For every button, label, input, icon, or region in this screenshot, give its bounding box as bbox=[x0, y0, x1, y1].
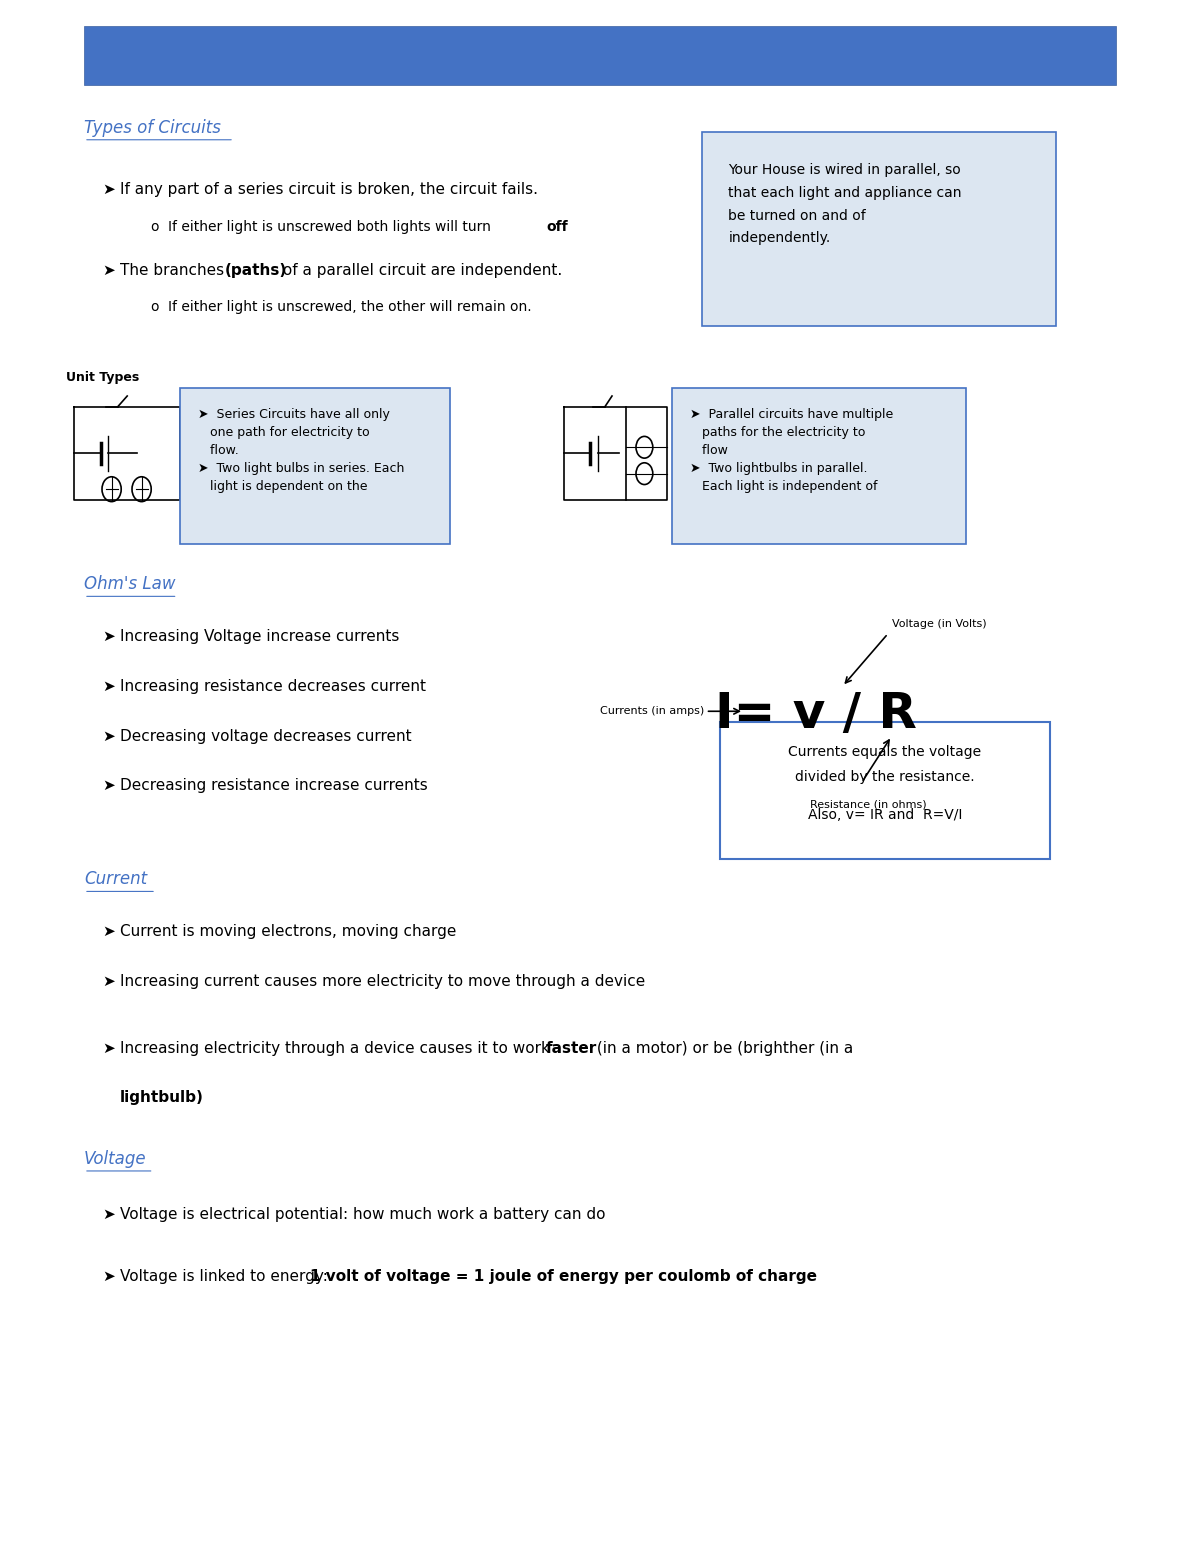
Text: ➤: ➤ bbox=[102, 182, 115, 197]
Text: ➤: ➤ bbox=[102, 679, 115, 694]
Text: If any part of a series circuit is broken, the circuit fails.: If any part of a series circuit is broke… bbox=[120, 182, 538, 197]
FancyBboxPatch shape bbox=[720, 722, 1050, 859]
Text: ➤: ➤ bbox=[102, 728, 115, 744]
FancyBboxPatch shape bbox=[180, 388, 450, 544]
FancyBboxPatch shape bbox=[702, 132, 1056, 326]
Text: o: o bbox=[150, 219, 158, 235]
Text: (in a motor) or be (brighther (in a: (in a motor) or be (brighther (in a bbox=[592, 1041, 853, 1056]
Text: Unit Types: Unit Types bbox=[66, 371, 139, 384]
Text: 1 volt of voltage = 1 joule of energy per coulomb of charge: 1 volt of voltage = 1 joule of energy pe… bbox=[310, 1269, 817, 1284]
Text: Your House is wired in parallel, so
that each light and appliance can
be turned : Your House is wired in parallel, so that… bbox=[728, 163, 962, 245]
Text: Increasing Voltage increase currents: Increasing Voltage increase currents bbox=[120, 629, 400, 644]
Text: ➤  Parallel circuits have multiple
   paths for the electricity to
   flow
➤  Tw: ➤ Parallel circuits have multiple paths … bbox=[690, 408, 893, 494]
Text: If either light is unscrewed, the other will remain on.: If either light is unscrewed, the other … bbox=[168, 300, 532, 315]
FancyBboxPatch shape bbox=[84, 26, 1116, 85]
Text: ➤  Series Circuits have all only
   one path for electricity to
   flow.
➤  Two : ➤ Series Circuits have all only one path… bbox=[198, 408, 404, 494]
Text: Also, v= IR and  R=V/I: Also, v= IR and R=V/I bbox=[808, 808, 962, 822]
Text: ➤: ➤ bbox=[102, 924, 115, 940]
Text: Increasing resistance decreases current: Increasing resistance decreases current bbox=[120, 679, 426, 694]
Text: I= v / R: I= v / R bbox=[715, 691, 917, 738]
Text: Currents (in amps): Currents (in amps) bbox=[600, 707, 704, 716]
Text: Increasing current causes more electricity to move through a device: Increasing current causes more electrici… bbox=[120, 974, 646, 989]
Text: Currents equals the voltage: Currents equals the voltage bbox=[788, 745, 982, 759]
Text: The branches: The branches bbox=[120, 262, 229, 278]
Text: o: o bbox=[150, 300, 158, 315]
Text: Voltage (in Volts): Voltage (in Volts) bbox=[892, 620, 986, 629]
Text: Increasing electricity through a device causes it to work: Increasing electricity through a device … bbox=[120, 1041, 554, 1056]
Text: Voltage is electrical potential: how much work a battery can do: Voltage is electrical potential: how muc… bbox=[120, 1207, 606, 1222]
Text: Types of Circuits: Types of Circuits bbox=[84, 118, 221, 137]
Text: If either light is unscrewed both lights will turn: If either light is unscrewed both lights… bbox=[168, 219, 496, 235]
Text: ➤: ➤ bbox=[102, 974, 115, 989]
Text: of a parallel circuit are independent.: of a parallel circuit are independent. bbox=[278, 262, 563, 278]
Text: Voltage is linked to energy:: Voltage is linked to energy: bbox=[120, 1269, 332, 1284]
Text: ➤: ➤ bbox=[102, 262, 115, 278]
Text: off: off bbox=[546, 219, 568, 235]
Text: ➤: ➤ bbox=[102, 778, 115, 794]
FancyBboxPatch shape bbox=[672, 388, 966, 544]
Text: Resistance (in ohms): Resistance (in ohms) bbox=[810, 800, 926, 809]
Text: divided by the resistance.: divided by the resistance. bbox=[796, 770, 974, 784]
Text: Current is moving electrons, moving charge: Current is moving electrons, moving char… bbox=[120, 924, 456, 940]
Text: Voltage: Voltage bbox=[84, 1149, 146, 1168]
Text: Current: Current bbox=[84, 870, 148, 888]
Text: ➤: ➤ bbox=[102, 1041, 115, 1056]
Text: ➤: ➤ bbox=[102, 629, 115, 644]
Text: ➤: ➤ bbox=[102, 1207, 115, 1222]
Text: ➤: ➤ bbox=[102, 1269, 115, 1284]
Text: faster: faster bbox=[546, 1041, 598, 1056]
Text: Decreasing voltage decreases current: Decreasing voltage decreases current bbox=[120, 728, 412, 744]
Text: Decreasing resistance increase currents: Decreasing resistance increase currents bbox=[120, 778, 427, 794]
Text: Ohm's Law: Ohm's Law bbox=[84, 575, 175, 593]
Text: lightbulb): lightbulb) bbox=[120, 1090, 204, 1106]
Text: (paths): (paths) bbox=[224, 262, 287, 278]
